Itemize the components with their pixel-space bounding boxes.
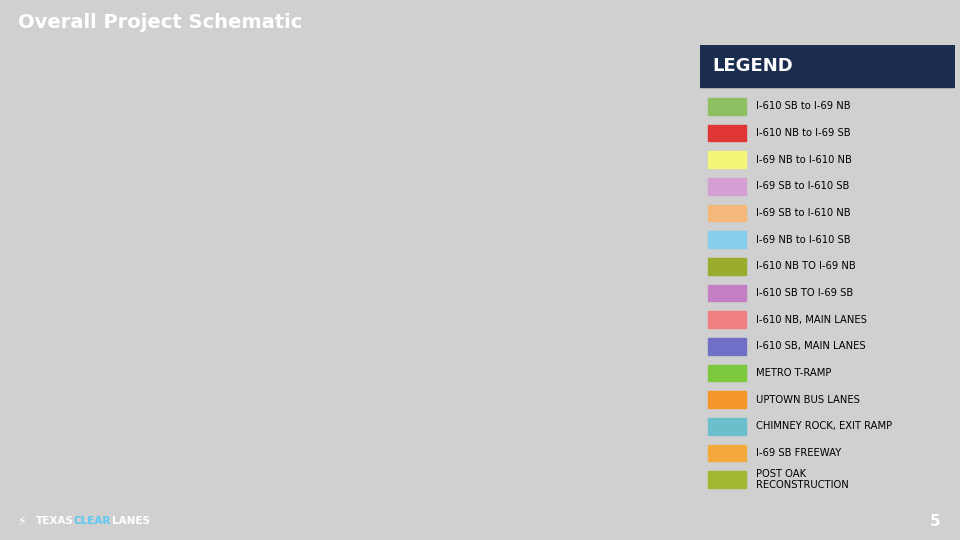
- Bar: [708, 471, 746, 488]
- Bar: [708, 418, 746, 435]
- Text: I-610 SB to I-69 NB: I-610 SB to I-69 NB: [756, 102, 851, 111]
- Text: I-69 SB to I-610 NB: I-69 SB to I-610 NB: [756, 208, 851, 218]
- Text: I-69 SB to I-610 SB: I-69 SB to I-610 SB: [756, 181, 850, 191]
- Bar: [708, 178, 746, 194]
- Text: I-610 NB to I-69 SB: I-610 NB to I-69 SB: [756, 128, 851, 138]
- Text: CHIMNEY ROCK, EXIT RAMP: CHIMNEY ROCK, EXIT RAMP: [756, 421, 892, 431]
- Bar: [700, 45, 955, 87]
- Text: LANES: LANES: [112, 516, 150, 526]
- Text: METRO T-RAMP: METRO T-RAMP: [756, 368, 831, 378]
- Text: I-69 NB to I-610 SB: I-69 NB to I-610 SB: [756, 235, 851, 245]
- Text: TEXAS: TEXAS: [36, 516, 74, 526]
- Bar: [708, 232, 746, 248]
- Bar: [708, 338, 746, 355]
- Text: I-69 NB to I-610 NB: I-69 NB to I-610 NB: [756, 154, 852, 165]
- Bar: [708, 312, 746, 328]
- Text: 5: 5: [929, 514, 940, 529]
- Bar: [708, 205, 746, 221]
- Bar: [708, 392, 746, 408]
- Text: Overall Project Schematic: Overall Project Schematic: [18, 14, 302, 32]
- Text: ⚡: ⚡: [17, 515, 26, 528]
- Bar: [708, 151, 746, 168]
- Bar: [708, 285, 746, 301]
- Text: I-610 NB, MAIN LANES: I-610 NB, MAIN LANES: [756, 315, 867, 325]
- Text: I-69 SB FREEWAY: I-69 SB FREEWAY: [756, 448, 841, 458]
- Text: CLEAR: CLEAR: [74, 516, 111, 526]
- Bar: [708, 364, 746, 381]
- Bar: [708, 445, 746, 461]
- Text: POST OAK
RECONSTRUCTION: POST OAK RECONSTRUCTION: [756, 469, 849, 490]
- Bar: [708, 258, 746, 275]
- Text: UPTOWN BUS LANES: UPTOWN BUS LANES: [756, 395, 860, 404]
- Bar: [708, 125, 746, 141]
- Text: I-610 SB, MAIN LANES: I-610 SB, MAIN LANES: [756, 341, 866, 352]
- Bar: [708, 98, 746, 114]
- Text: I-610 NB TO I-69 NB: I-610 NB TO I-69 NB: [756, 261, 855, 271]
- Text: LEGEND: LEGEND: [712, 57, 793, 75]
- Text: I-610 SB TO I-69 SB: I-610 SB TO I-69 SB: [756, 288, 853, 298]
